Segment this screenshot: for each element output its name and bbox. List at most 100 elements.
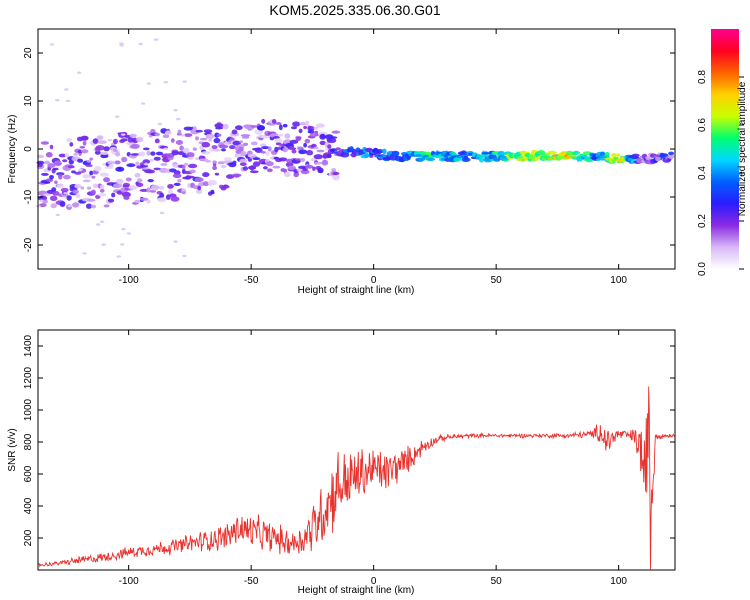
- snr-x-axis-label: Height of straight line (km): [298, 585, 415, 596]
- spectrogram-blob: [173, 240, 178, 243]
- spectrogram-blob: [175, 140, 183, 145]
- spectrogram-blob: [66, 138, 73, 142]
- spectrogram-blob: [187, 156, 194, 160]
- spectrogram-blob: [80, 186, 85, 190]
- spectrogram-blob: [277, 133, 284, 137]
- spectrogram-blob: [108, 164, 114, 168]
- spectrogram-blob: [212, 160, 217, 164]
- snr-series-line: [37, 386, 676, 570]
- spectrogram-blob: [67, 165, 75, 169]
- spectrogram-blob: [154, 138, 160, 144]
- spectrogram-blob: [335, 147, 341, 151]
- x-tick-label: 100: [610, 576, 627, 587]
- spectrogram-blob: [195, 136, 199, 141]
- spectrogram-blob: [313, 161, 323, 165]
- spectrogram-blob: [303, 125, 307, 130]
- spectrogram-blob: [98, 192, 107, 197]
- spectrogram-blob: [275, 142, 282, 146]
- spectrogram-blob: [146, 187, 151, 193]
- spectrogram-blob: [80, 136, 89, 140]
- spectrogram-blob: [114, 160, 121, 165]
- spectrogram-blob: [313, 154, 323, 160]
- spectrogram-blob: [146, 82, 151, 85]
- spectrogram-blob: [229, 137, 235, 141]
- spectrogram-blob: [74, 184, 82, 189]
- spectrogram-blob: [163, 147, 168, 150]
- y-tick-label: -20: [23, 237, 34, 252]
- spectrogram-blob: [180, 134, 186, 137]
- spectrogram-blob: [327, 153, 332, 159]
- spectrogram-blob: [212, 163, 217, 167]
- x-tick-label: 100: [610, 275, 627, 286]
- spectrogram-blob: [164, 130, 172, 135]
- spectrogram-blob: [121, 228, 126, 231]
- spectrogram-blob: [221, 148, 226, 152]
- spectrogram-blob: [305, 164, 314, 169]
- spectrogram-blob: [252, 157, 261, 161]
- spectrogram-blob: [45, 178, 54, 182]
- spectrogram-blob: [138, 151, 146, 157]
- spectrogram-blob: [134, 199, 141, 204]
- spectrogram-blob: [72, 189, 79, 194]
- spectrogram-blob: [172, 173, 182, 179]
- spectrogram-blob: [257, 125, 265, 131]
- spectrogram-blob: [534, 156, 539, 161]
- spectrogram-blob: [100, 220, 105, 223]
- spectrogram-blob: [173, 109, 178, 112]
- spectrogram-blob: [177, 129, 182, 135]
- spectrogram-blob: [65, 99, 71, 103]
- spectrogram-blob: [331, 130, 341, 134]
- spectrogram-blob: [59, 201, 66, 208]
- spectrogram-blob: [86, 186, 92, 190]
- spectrogram-blob: [63, 192, 68, 195]
- spectrogram-blob: [51, 187, 57, 193]
- spectrogram-x-axis-label: Height of straight line (km): [298, 285, 415, 296]
- spectrogram-blob: [167, 184, 174, 189]
- spectrogram-blob: [160, 163, 168, 166]
- colorbar-label: Normalized spectral amplitude: [737, 81, 748, 216]
- spectrogram-blob: [125, 177, 132, 182]
- snr-frame: [37, 329, 676, 571]
- spectrogram-y-ticks: -20 -10 0 10 20: [23, 47, 675, 252]
- spectrogram-blob: [211, 145, 218, 150]
- spectrogram-blob: [572, 150, 580, 155]
- spectrogram-blob: [278, 157, 288, 162]
- spectrogram-blob: [121, 133, 126, 136]
- spectrogram-blob: [238, 146, 244, 152]
- spectrogram-blob: [667, 154, 675, 159]
- spectrogram-blob: [86, 159, 92, 163]
- spectrogram-blob: [116, 178, 124, 184]
- colorbar-gradient: [711, 29, 739, 269]
- spectrogram-blob: [107, 139, 113, 142]
- snr-y-axis-label: SNR (v/v): [7, 428, 18, 471]
- spectrogram-blob: [54, 180, 58, 185]
- y-tick-label: 1200: [23, 366, 34, 389]
- spectrogram-blob: [196, 189, 203, 194]
- spectrogram-blob: [205, 133, 215, 139]
- spectrogram-blob: [204, 159, 212, 163]
- spectrogram-blob: [147, 179, 154, 183]
- spectrogram-blob: [314, 130, 319, 134]
- colorbar-tick-label: 0.8: [697, 70, 708, 84]
- spectrogram-blob: [107, 160, 115, 165]
- spectrogram-blob: [103, 146, 110, 152]
- spectrogram-blob: [303, 142, 307, 148]
- spectrogram-blob: [49, 175, 54, 180]
- spectrogram-blob: [44, 160, 50, 165]
- spectrogram-blob: [214, 123, 224, 129]
- spectrogram-blob: [212, 165, 218, 171]
- spectrogram-blob: [120, 243, 125, 246]
- y-tick-label: -10: [23, 189, 34, 204]
- spectrogram-blob: [86, 203, 92, 209]
- y-tick-label: 800: [23, 433, 34, 450]
- spectrogram-blob: [89, 157, 93, 161]
- spectrogram-blob: [293, 171, 300, 178]
- spectrogram-blob: [300, 157, 306, 162]
- spectrogram-blob: [115, 152, 121, 157]
- spectrogram-blob: [116, 255, 122, 258]
- spectrogram-blob: [78, 168, 83, 172]
- spectrogram-blob: [100, 154, 109, 159]
- y-tick-label: 600: [23, 465, 34, 482]
- spectrogram-blob: [250, 141, 258, 146]
- spectrogram-blob: [99, 172, 110, 177]
